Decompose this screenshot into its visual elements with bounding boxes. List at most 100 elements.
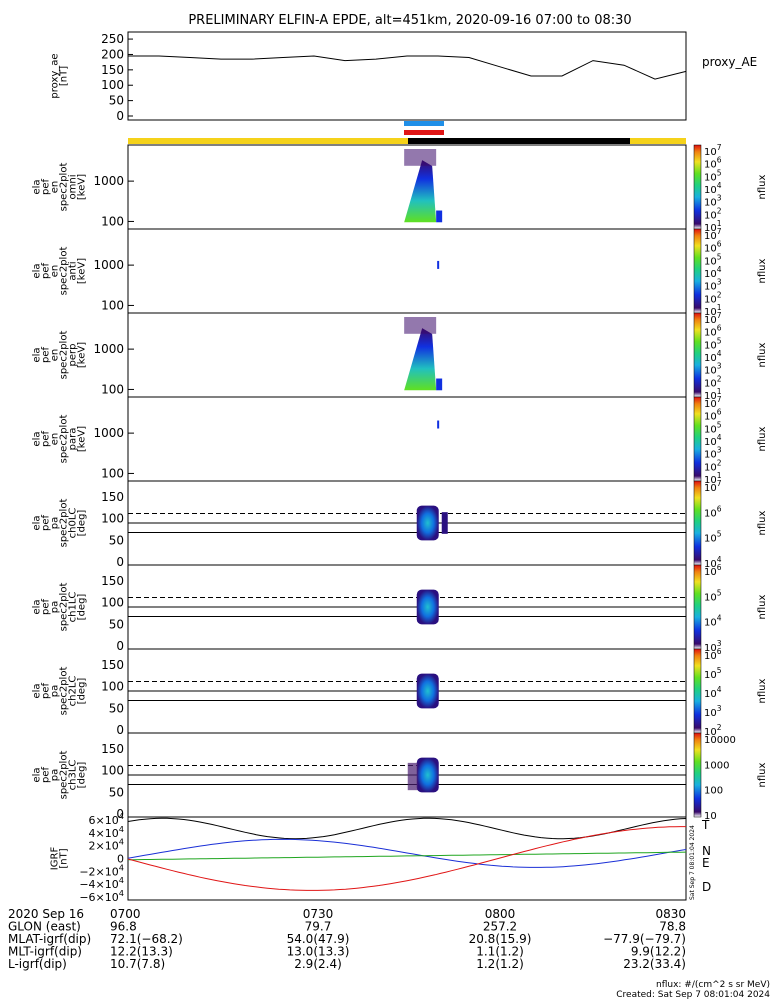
ytick-pa_ch1-1: 100 (101, 596, 124, 610)
igrf-N-curve (127, 838, 687, 868)
ylabel-pa_ch1-3: spec2plot (59, 583, 70, 632)
ytick-pa_ch0-2: 50 (109, 533, 124, 547)
colorbar-tick-pa_ch2-2: 104 (704, 685, 722, 700)
ylabel-en_anti-0: ela (32, 263, 43, 278)
ytick-pa_ch3-2: 50 (109, 785, 124, 799)
footer-cell-0-4: 0830 (655, 907, 686, 921)
orbit-bar-black (408, 138, 630, 144)
ytick-en_perp-0: 1000 (93, 342, 124, 356)
ytick-bgrf-0: 6×104 (89, 811, 124, 827)
legend-N: N (702, 844, 711, 858)
ylabel-pa_ch3-2: pa (50, 769, 61, 781)
ylabel-en_anti-5: [keV] (77, 258, 88, 284)
ylabel-pa_ch3-5: [deg] (77, 762, 88, 789)
ytick-pa_ch0-3: 0 (116, 555, 124, 569)
footer-cell-3-3: 1.1(1.2) (476, 945, 524, 959)
energy-spectrogram-dot (437, 420, 440, 429)
ylabel-pa_ch2-3: spec2plot (59, 667, 70, 716)
ylabel-pa_ch1-1: pef (41, 599, 52, 616)
footer-cell-1-3: 257.2 (483, 920, 517, 934)
pa-spectrogram-blob (416, 757, 439, 793)
ylabel-en_omni-3: spec2plot (59, 163, 70, 212)
colorbar-label-pa_ch0: nflux (757, 510, 768, 535)
ylabel-pa_ch2-1: pef (41, 683, 52, 700)
pa-spectrogram-blob (416, 673, 439, 709)
ytick-proxy_ae-3: 100 (101, 78, 124, 92)
footer-cell-3-4: 9.9(12.2) (631, 945, 686, 959)
igrf-T-curve (127, 817, 687, 840)
ytick-en_para-0: 1000 (93, 426, 124, 440)
ylabel-pa_ch2-2: pa (50, 685, 61, 697)
footer-cell-4-0: L-igrf(dip) (8, 957, 67, 971)
footer-cell-2-0: MLAT-igrf(dip) (8, 932, 91, 946)
ylabel-en_anti-3: spec2plot (59, 247, 70, 296)
pa-spectrogram-noise (407, 762, 418, 791)
colorbar-tick-pa_ch0-2: 105 (704, 530, 722, 545)
ytick-bgrf-1: 4×104 (89, 824, 124, 840)
ytick-pa_ch2-0: 150 (101, 658, 124, 672)
orbit-indicator-bars (128, 121, 686, 144)
footer-cell-1-2: 79.7 (305, 920, 332, 934)
colorbar-en_omni (693, 144, 702, 230)
footer-cell-1-1: 96.8 (110, 920, 137, 934)
footer-cell-0-3: 0800 (485, 907, 516, 921)
ylabel-bgrf-1: [nT] (59, 848, 70, 868)
ytick-proxy_ae-2: 150 (101, 63, 124, 77)
ylabel-bgrf-0: IGRF (50, 847, 61, 871)
footer-cell-3-0: MLT-igrf(dip) (8, 945, 82, 959)
ylabel-pa_ch1-0: ela (32, 599, 43, 614)
colorbar-label-pa_ch1: nflux (757, 594, 768, 619)
ytick-pa_ch2-1: 100 (101, 680, 124, 694)
orbit-bar-yellow-left (128, 138, 408, 144)
colorbar-label-pa_ch3: nflux (757, 762, 768, 787)
footer-cell-2-2: 54.0(47.9) (287, 932, 350, 946)
ytick-bgrf-3: 0 (117, 853, 124, 866)
footer-cell-2-1: 72.1(−68.2) (110, 932, 183, 946)
ytick-bgrf-5: −4×104 (79, 875, 124, 891)
energy-spectrogram-noise (404, 317, 437, 334)
colorbar-label-en_para: nflux (757, 426, 768, 451)
ytick-pa_ch1-0: 150 (101, 574, 124, 588)
colorbar-tick-pa_ch1-1: 105 (704, 588, 722, 603)
orbit-bar-red (404, 130, 444, 135)
ylabel-pa_ch1-2: pa (50, 601, 61, 613)
ylabel-en_perp-2: en (50, 349, 61, 362)
panel-pa_ch1: elapefpaspec2plotch1LC[deg]1501005001061… (32, 563, 769, 654)
colorbar-en_perp (693, 312, 702, 398)
pa-spectrogram-blob (416, 505, 439, 541)
ytick-pa_ch1-2: 50 (109, 617, 124, 631)
igrf-E-curve (127, 851, 687, 861)
ylabel-pa_ch2-0: ela (32, 683, 43, 698)
ytick-bgrf-2: 2×104 (89, 837, 124, 853)
ytick-pa_ch3-3: 0 (116, 807, 124, 821)
ylabel-en_para-3: spec2plot (59, 415, 70, 464)
ylabel-en_anti-2: en (50, 265, 61, 278)
ytick-pa_ch2-3: 0 (116, 723, 124, 737)
ylabel-pa_ch0-4: ch0LC (68, 508, 79, 539)
footer-cell-0-1: 0700 (110, 907, 141, 921)
colorbar-tick-pa_ch1-2: 104 (704, 614, 722, 629)
ylabel-en_omni-5: [keV] (77, 174, 88, 200)
ytick-pa_ch0-1: 100 (101, 512, 124, 526)
energy-spectrogram-blob (404, 328, 437, 391)
footer-cell-1-4: 78.8 (659, 920, 686, 934)
ylabel-en_omni-2: en (50, 181, 61, 194)
ylabel-en_perp-3: spec2plot (59, 331, 70, 380)
pa-spectrogram-blob (416, 589, 439, 625)
colorbar-label-pa_ch2: nflux (757, 678, 768, 703)
ytick-pa_ch2-2: 50 (109, 701, 124, 715)
legend-E: E (702, 856, 710, 870)
ylabel-en_anti-1: pef (41, 263, 52, 280)
orbit-bar-yellow-right (630, 138, 686, 144)
ylabel-pa_ch3-0: ela (32, 767, 43, 782)
ytick-bgrf-6: −6×104 (79, 888, 124, 904)
ytick-proxy_ae-1: 200 (101, 47, 124, 61)
footer-units: nflux: #/(cm^2 s sr MeV) (656, 980, 770, 990)
footer-cell-0-2: 0730 (303, 907, 334, 921)
ylabel-en_perp-5: [keV] (77, 342, 88, 368)
ylabel-proxy_ae-0: proxy_ae (50, 53, 61, 98)
energy-spectrogram-streak (436, 378, 443, 391)
